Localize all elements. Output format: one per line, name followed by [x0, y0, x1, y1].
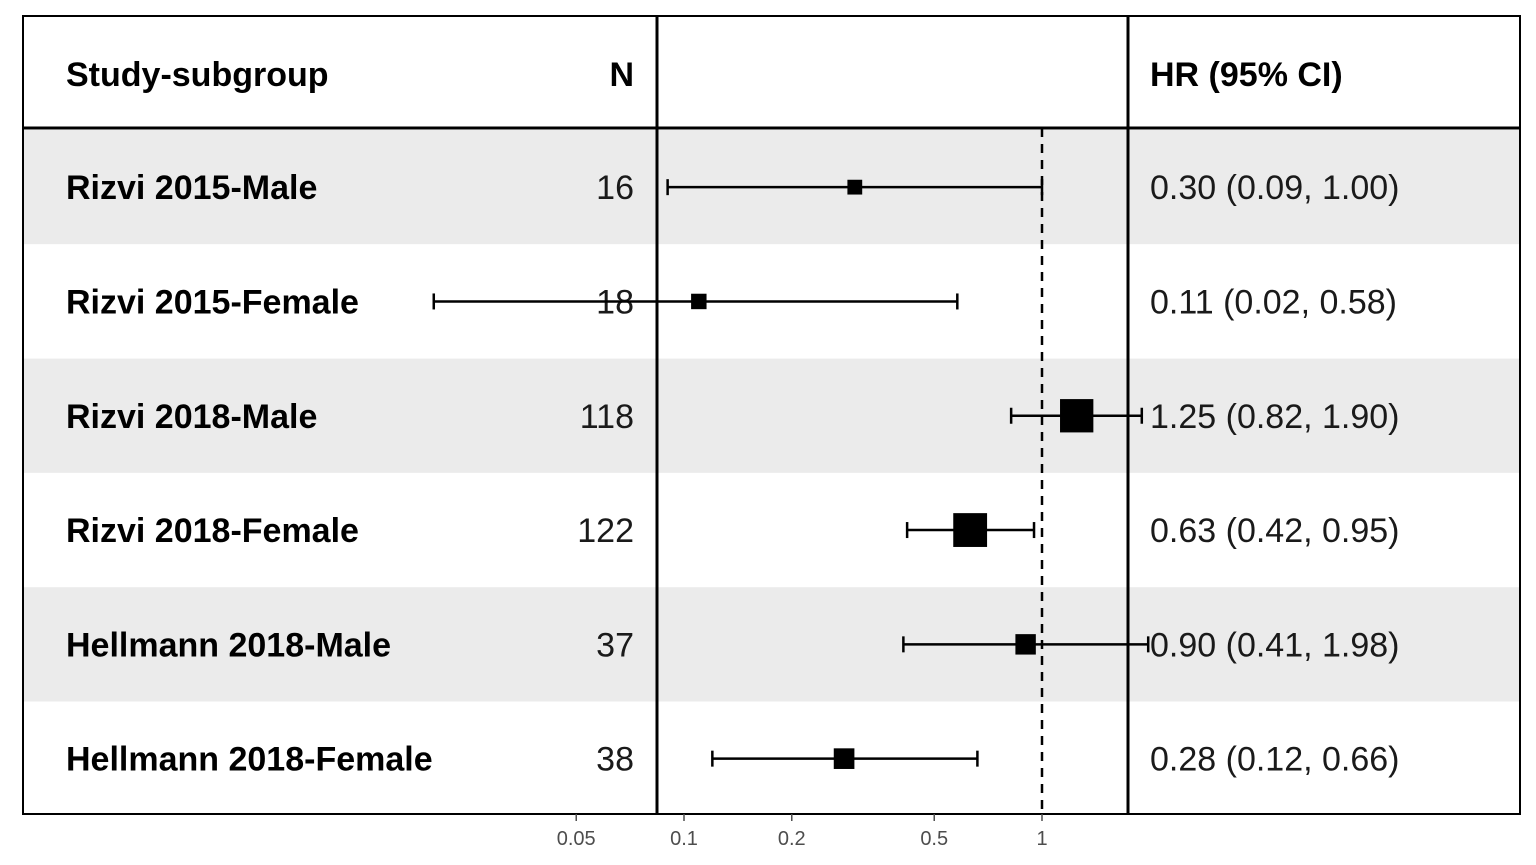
x-axis-ticks: 0.05 0.1 0.2 0.5 1 [557, 814, 1048, 850]
forest-row: Hellmann 2018-Female 38 0.28 (0.12, 0.66) [66, 741, 1400, 779]
row-n: 16 [596, 169, 634, 207]
data-rows: Rizvi 2015-Male 16 0.30 (0.09, 1.00)Rizvi … [66, 169, 1400, 779]
row-label: Rizvi 2018-Female [66, 512, 359, 550]
hr-point [953, 513, 988, 547]
hr-point [1060, 399, 1094, 433]
forest-row: Rizvi 2015-Female 18 0.11 (0.02, 0.58) [66, 283, 1397, 321]
row-label: Hellmann 2018-Male [66, 626, 391, 664]
hr-point [1015, 634, 1036, 655]
x-tick-label: 1 [1036, 828, 1047, 850]
forest-row: Rizvi 2015-Male 16 0.30 (0.09, 1.00) [66, 169, 1400, 207]
row-label: Rizvi 2015-Male [66, 169, 317, 207]
row-n: 118 [580, 398, 634, 436]
header-n: N [609, 56, 634, 94]
x-tick-label: 0.05 [557, 828, 596, 850]
hr-point [833, 748, 855, 769]
header-hr-ci: HR (95% CI) [1150, 56, 1343, 94]
hr-point [847, 179, 863, 195]
row-label: Rizvi 2018-Male [66, 398, 317, 436]
x-tick-label: 0.5 [920, 828, 948, 850]
row-label: Hellmann 2018-Female [66, 741, 433, 779]
forest-row: Rizvi 2018-Female 122 0.63 (0.42, 0.95) [66, 512, 1400, 550]
x-tick-label: 0.2 [778, 828, 806, 850]
row-n: 38 [596, 741, 634, 779]
row-label: Rizvi 2015-Female [66, 283, 359, 321]
row-background [23, 587, 1520, 702]
row-backgrounds [23, 130, 1520, 816]
row-n: 37 [596, 626, 634, 664]
row-hr-ci: 0.28 (0.12, 0.66) [1150, 741, 1400, 779]
forest-row: Hellmann 2018-Male 37 0.90 (0.41, 1.98) [66, 626, 1400, 664]
row-hr-ci: 0.90 (0.41, 1.98) [1150, 626, 1400, 664]
row-background [23, 358, 1520, 473]
row-hr-ci: 0.11 (0.02, 0.58) [1150, 283, 1397, 321]
plot-border [22, 15, 1521, 815]
header-study-subgroup: Study-subgroup [66, 56, 329, 94]
row-background [23, 472, 1520, 588]
row-hr-ci: 0.30 (0.09, 1.00) [1150, 169, 1400, 207]
x-tick-label: 0.1 [670, 828, 698, 850]
row-hr-ci: 1.25 (0.82, 1.90) [1150, 398, 1400, 436]
forest-row: Rizvi 2018-Male 118 1.25 (0.82, 1.90) [66, 398, 1400, 436]
hr-point [691, 293, 707, 310]
row-hr-ci: 0.63 (0.42, 0.95) [1150, 512, 1400, 550]
row-n: 122 [577, 512, 634, 550]
